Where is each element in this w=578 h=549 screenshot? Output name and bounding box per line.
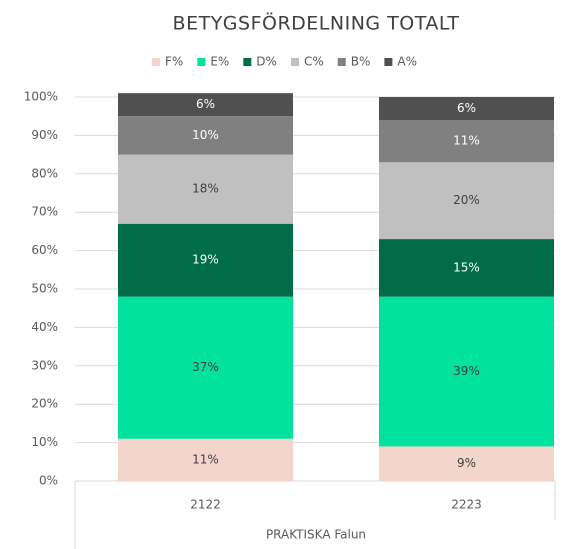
y-tick-label: 60% (31, 243, 58, 257)
legend-swatch (384, 58, 393, 66)
bar-segment (118, 296, 293, 439)
data-label: 6% (196, 97, 215, 111)
bar-segment (379, 162, 554, 240)
data-label: 11% (453, 134, 480, 148)
data-label: 20% (453, 193, 480, 207)
bar-segment (379, 446, 554, 481)
legend-label: F% (165, 55, 183, 69)
legend-label: E% (210, 55, 229, 69)
data-label: 18% (192, 182, 219, 196)
bar-segment (379, 239, 554, 297)
bar-segment (118, 438, 293, 481)
x-axis-label: PRAKTISKA Falun (266, 528, 366, 542)
legend-label: D% (256, 55, 277, 69)
x-tick-label: 2223 (451, 498, 482, 512)
legend-label: C% (304, 55, 324, 69)
legend-swatch (243, 58, 252, 66)
y-tick-label: 90% (31, 128, 58, 142)
legend-swatch (197, 58, 206, 66)
bar-segment (379, 120, 554, 163)
bar-segment (379, 296, 554, 447)
y-tick-label: 30% (31, 358, 58, 372)
x-tick-label: 2122 (190, 498, 221, 512)
bar-segment (118, 154, 293, 224)
y-tick-label: 50% (31, 282, 58, 296)
y-tick-label: 70% (31, 205, 58, 219)
bar-segment (118, 116, 293, 155)
chart-title: BETYGSFÖRDELNING TOTALT (173, 12, 460, 35)
data-label: 39% (453, 364, 480, 378)
data-label: 19% (192, 253, 219, 267)
legend-label: A% (397, 55, 417, 69)
bar-segment (379, 97, 554, 121)
data-label: 37% (192, 360, 219, 374)
data-label: 6% (457, 101, 476, 115)
data-label: 9% (457, 456, 476, 470)
y-tick-label: 80% (31, 166, 58, 180)
bar-segment (118, 223, 293, 297)
y-tick-label: 20% (31, 397, 58, 411)
data-label: 11% (192, 452, 219, 466)
legend-swatch (337, 58, 346, 66)
data-label: 15% (453, 260, 480, 274)
y-tick-label: 10% (31, 435, 58, 449)
legend-label: B% (351, 55, 371, 69)
legend-swatch (290, 58, 299, 66)
bar-segment (118, 93, 293, 117)
y-tick-label: 0% (39, 474, 58, 488)
y-tick-label: 40% (31, 320, 58, 334)
legend-swatch (152, 58, 160, 66)
data-label: 10% (192, 128, 219, 142)
y-tick-label: 100% (24, 90, 58, 104)
